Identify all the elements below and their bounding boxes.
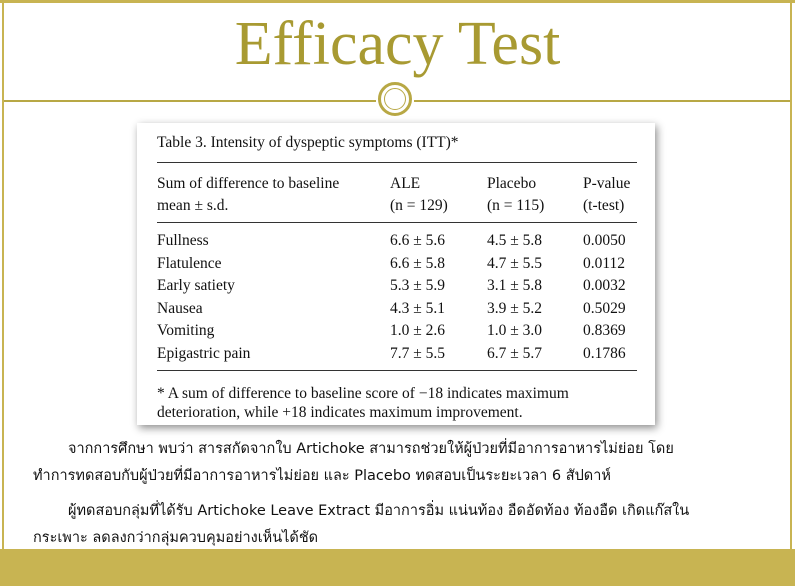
table-cell: 0.1786 bbox=[583, 344, 626, 362]
row-label: Fullness bbox=[157, 232, 209, 249]
paragraph-line: ผู้ทดสอบกลุ่มที่ได้รับ Artichoke Leave E… bbox=[68, 503, 690, 519]
table-cell: 3.1 ± 5.8 bbox=[487, 277, 543, 294]
slide-title: Efficacy Test bbox=[234, 10, 561, 78]
table-cell: 0.0050 bbox=[583, 232, 626, 249]
ornament bbox=[378, 82, 412, 116]
table-caption: Table 3. Intensity of dyspeptic symptoms… bbox=[157, 134, 459, 151]
table-cell: 1.0 ± 3.0 bbox=[487, 322, 543, 339]
table-cell: 4.5 ± 5.8 bbox=[487, 232, 543, 249]
table-rule bbox=[157, 222, 637, 223]
frame-right bbox=[790, 0, 792, 550]
header-cell: Sum of difference to baseline bbox=[157, 175, 340, 192]
table-cell: 6.6 ± 5.6 bbox=[390, 232, 446, 249]
paragraph-line: กระเพาะ ลดลงกว่ากลุ่มควบคุมอย่างเห็นได้ช… bbox=[33, 530, 319, 546]
divider bbox=[414, 100, 790, 102]
frame-top bbox=[0, 0, 795, 3]
table-cell: 5.3 ± 5.9 bbox=[390, 277, 446, 294]
header-cell: (n = 115) bbox=[487, 197, 545, 214]
table-rule bbox=[157, 162, 637, 163]
table-cell: 4.7 ± 5.5 bbox=[487, 254, 543, 272]
table-cell: 0.5029 bbox=[583, 299, 626, 317]
table-cell: 0.0032 bbox=[583, 277, 626, 294]
row-label: Early satiety bbox=[157, 277, 235, 294]
table-cell: 6.7 ± 5.7 bbox=[487, 344, 543, 362]
header-cell: ALE bbox=[390, 175, 421, 192]
header-cell: Placebo bbox=[487, 175, 537, 192]
table-image: Table 3. Intensity of dyspeptic symptoms… bbox=[137, 123, 655, 425]
table-footnote: * A sum of difference to baseline score … bbox=[157, 385, 569, 402]
table-cell: 3.9 ± 5.2 bbox=[487, 299, 543, 317]
header-cell: P-value bbox=[583, 175, 631, 192]
paragraph-line: ทำการทดสอบกับผู้ป่วยที่มีอาการอาหารไม่ย่… bbox=[33, 468, 611, 484]
table-cell: 0.8369 bbox=[583, 322, 626, 339]
table-cell: 6.6 ± 5.8 bbox=[390, 254, 446, 272]
table-rule bbox=[157, 370, 637, 371]
row-label: Flatulence bbox=[157, 254, 222, 272]
header-cell: mean ± s.d. bbox=[157, 197, 229, 214]
divider bbox=[4, 100, 376, 102]
header-cell: (t-test) bbox=[583, 197, 625, 214]
row-label: Nausea bbox=[157, 299, 203, 317]
row-label: Epigastric pain bbox=[157, 344, 251, 362]
table-cell: 7.7 ± 5.5 bbox=[390, 344, 446, 362]
row-label: Vomiting bbox=[157, 322, 215, 339]
frame-left bbox=[2, 0, 4, 550]
header-cell: (n = 129) bbox=[390, 197, 448, 214]
paragraph-line: จากการศึกษา พบว่า สารสกัดจากใบ Artichoke… bbox=[68, 441, 674, 457]
table-cell: 1.0 ± 2.6 bbox=[390, 322, 446, 339]
table-cell: 4.3 ± 5.1 bbox=[390, 299, 446, 317]
bottom-band bbox=[0, 549, 795, 586]
table-footnote: deterioration, while +18 indicates maxim… bbox=[157, 404, 523, 421]
table-cell: 0.0112 bbox=[583, 254, 626, 272]
